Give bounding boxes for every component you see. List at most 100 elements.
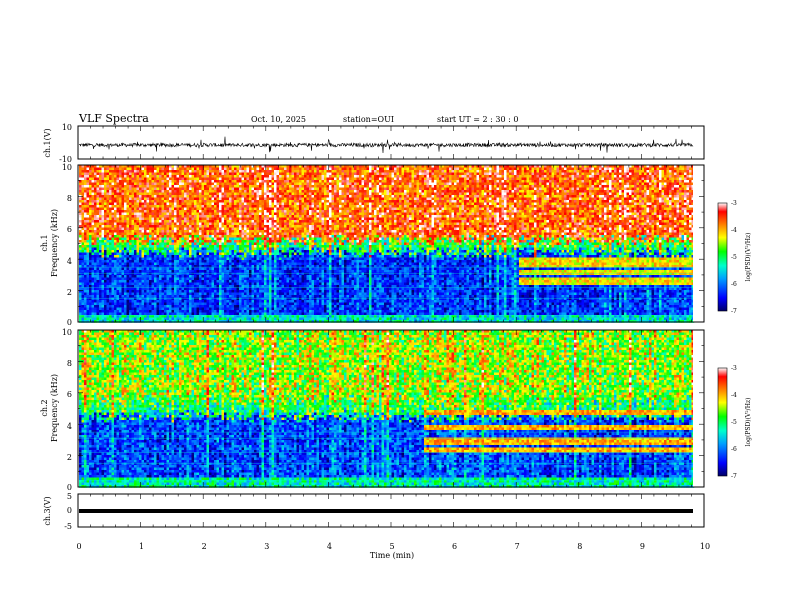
spectrogram-cell bbox=[239, 185, 242, 188]
spectrogram-cell bbox=[96, 165, 100, 168]
spectrogram-cell bbox=[246, 305, 250, 308]
spectrogram-cell bbox=[241, 180, 245, 183]
spectrogram-cell bbox=[204, 302, 207, 306]
spectrogram-cell bbox=[264, 187, 267, 191]
spectrogram-cell bbox=[151, 240, 155, 243]
spectrogram-cell bbox=[196, 282, 200, 286]
spectrogram-cell bbox=[126, 185, 130, 188]
spectrogram-cell bbox=[94, 210, 97, 213]
spectrogram-cell bbox=[241, 167, 245, 171]
spectrogram-cell bbox=[121, 220, 125, 223]
spectrogram-cell bbox=[269, 190, 272, 193]
spectrogram-cell bbox=[241, 247, 245, 251]
spectrogram-cell bbox=[266, 255, 270, 258]
spectrogram-cell bbox=[246, 265, 250, 268]
spectrogram-cell bbox=[154, 277, 157, 281]
spectrogram-cell bbox=[216, 277, 220, 281]
spectrogram-cell bbox=[201, 240, 205, 243]
spectrogram-cell bbox=[141, 250, 145, 253]
spectrogram-cell bbox=[164, 307, 167, 311]
spectrogram-cell bbox=[111, 185, 115, 188]
spectrogram-cell bbox=[139, 220, 142, 223]
spectrogram-cell bbox=[131, 277, 135, 281]
spectrogram-cell bbox=[204, 292, 207, 296]
spectrogram-cell bbox=[211, 282, 215, 286]
spectrogram-cell bbox=[154, 167, 157, 171]
spectrogram-cell bbox=[101, 222, 105, 226]
spectrogram-cell bbox=[81, 210, 85, 213]
spectrogram-cell bbox=[249, 185, 252, 188]
spectrogram-cell bbox=[221, 210, 225, 213]
spectrogram-cell bbox=[259, 305, 262, 308]
spectrogram-cell bbox=[211, 165, 215, 168]
spectrogram-cell bbox=[189, 275, 192, 278]
spectrogram-cell bbox=[271, 235, 275, 238]
spectrogram-cell bbox=[144, 232, 147, 236]
spectrogram-cell bbox=[79, 315, 82, 318]
spectrogram-cell bbox=[241, 240, 245, 243]
spectrogram-cell bbox=[144, 300, 147, 303]
spectrogram-cell bbox=[224, 247, 227, 251]
spectrogram-cell bbox=[269, 180, 272, 183]
spectrogram-cell bbox=[99, 245, 102, 248]
spectrogram-cell bbox=[121, 170, 125, 173]
spectrogram-cell bbox=[249, 202, 252, 206]
spectrogram-cell bbox=[141, 210, 145, 213]
spectrogram-cell bbox=[271, 212, 275, 216]
spectrogram-cell bbox=[171, 195, 175, 198]
spectrogram-cell bbox=[174, 267, 177, 271]
spectrogram-cell bbox=[144, 255, 147, 258]
spectrogram-cell bbox=[194, 222, 197, 226]
spectrogram-cell bbox=[169, 207, 172, 211]
spectrogram-cell bbox=[89, 272, 92, 276]
spectrogram-cell bbox=[101, 180, 105, 183]
spectrogram-cell bbox=[114, 277, 117, 281]
spectrogram-cell bbox=[144, 310, 147, 313]
spectrogram-cell bbox=[104, 300, 107, 303]
spectrogram-cell bbox=[134, 200, 137, 203]
spectrogram-cell bbox=[269, 290, 272, 293]
spectrogram-cell bbox=[119, 207, 122, 211]
spectrogram-cell bbox=[216, 270, 220, 273]
spectrogram-cell bbox=[136, 250, 140, 253]
spectrogram-cell bbox=[246, 235, 250, 238]
spectrogram-cell bbox=[204, 312, 207, 316]
spectrogram-cell bbox=[124, 317, 127, 321]
spectrogram-cell bbox=[116, 245, 120, 248]
spectrogram-cell bbox=[224, 297, 227, 301]
spectrogram-cell bbox=[126, 190, 130, 193]
spectrogram-cell bbox=[236, 187, 240, 191]
spectrogram-cell bbox=[121, 237, 125, 241]
spectrogram-cell bbox=[254, 255, 257, 258]
spectrogram-cell bbox=[264, 272, 267, 276]
spectrogram-cell bbox=[121, 260, 125, 263]
spectrogram-cell bbox=[244, 230, 247, 233]
spectrogram-cell bbox=[171, 257, 175, 261]
spectrogram-cell bbox=[251, 197, 255, 201]
spectrogram-cell bbox=[261, 260, 265, 263]
spectrogram-cell bbox=[96, 275, 100, 278]
spectrogram-cell bbox=[114, 212, 117, 216]
spectrogram-cell bbox=[216, 307, 220, 311]
spectrogram-cell bbox=[166, 205, 170, 208]
spectrogram-cell bbox=[131, 257, 135, 261]
spectrogram-cell bbox=[271, 165, 275, 168]
spectrogram-cell bbox=[206, 302, 210, 306]
spectrogram-cell bbox=[261, 312, 265, 316]
spectrogram-cell bbox=[201, 242, 205, 246]
spectrogram-cell bbox=[96, 175, 100, 178]
spectrogram-cell bbox=[109, 182, 112, 186]
spectrogram-cell bbox=[96, 205, 100, 208]
spectrogram-cell bbox=[181, 207, 185, 211]
spectrogram-cell bbox=[111, 270, 115, 273]
spectrogram-cell bbox=[81, 262, 85, 266]
spectrogram-cell bbox=[96, 200, 100, 203]
spectrogram-cell bbox=[179, 232, 182, 236]
spectrogram-cell bbox=[194, 282, 197, 286]
spectrogram-cell bbox=[86, 287, 90, 291]
spectrogram-cell bbox=[139, 287, 142, 291]
spectrogram-cell bbox=[191, 187, 195, 191]
spectrogram-cell bbox=[191, 262, 195, 266]
spectrogram-cell bbox=[146, 165, 150, 168]
spectrogram-cell bbox=[181, 167, 185, 171]
